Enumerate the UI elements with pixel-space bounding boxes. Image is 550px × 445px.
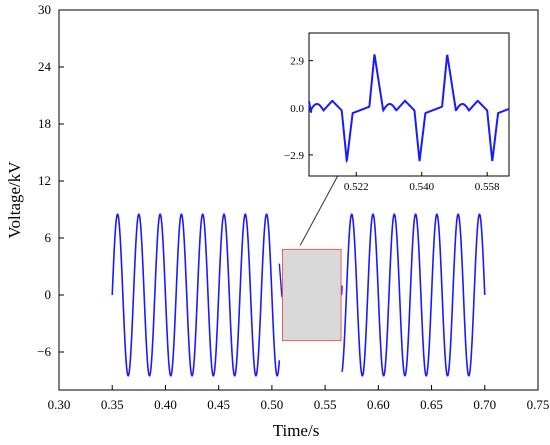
- inset-y-tick-label: 2.9: [290, 56, 304, 68]
- inset-series: [308, 54, 510, 164]
- plot-frame: [58, 9, 539, 391]
- sinusoid-segment: [111, 213, 281, 377]
- x-tick-label: 0.55: [314, 397, 337, 412]
- inset-zoom: 0.522 0.540 0.558 −2.9 0.0 2.9: [284, 32, 510, 193]
- x-tick-label: 0.60: [367, 397, 390, 412]
- y-tick-label: 18: [38, 116, 51, 131]
- x-tick-label: 0.30: [48, 397, 71, 412]
- x-tick-label: 0.45: [207, 397, 230, 412]
- sinusoid-segment: [341, 213, 486, 377]
- y-axis: −6 0 6 12 18 24 30: [37, 2, 64, 359]
- x-tick-label: 0.50: [261, 397, 284, 412]
- inset-x-tick-label: 0.522: [344, 181, 369, 193]
- y-tick-label: 6: [45, 230, 52, 245]
- y-tick-label: 0: [45, 287, 52, 302]
- inset-y-tick-label: −2.9: [284, 150, 304, 162]
- y-tick-label: 12: [38, 173, 51, 188]
- inset-y-tick-label: 0.0: [290, 103, 304, 115]
- x-tick-label: 0.35: [101, 397, 124, 412]
- inset-x-tick-label: 0.540: [409, 181, 434, 193]
- x-tick-label: 0.70: [473, 397, 496, 412]
- y-tick-label: −6: [37, 344, 51, 359]
- x-tick-label: 0.75: [527, 397, 550, 412]
- x-axis-title: Time/s: [273, 421, 320, 440]
- inset-x-tick-label: 0.558: [475, 181, 500, 193]
- x-axis: 0.30 0.35 0.40 0.45 0.50 0.55 0.60 0.65 0.70 0.75: [48, 385, 550, 412]
- x-tick-label: 0.65: [420, 397, 443, 412]
- x-tick-label: 0.40: [154, 397, 177, 412]
- y-tick-label: 24: [38, 59, 52, 74]
- highlight-box: [282, 248, 342, 342]
- y-axis-title: Voltage/kV: [5, 161, 24, 239]
- y-tick-label: 30: [38, 2, 51, 17]
- highlight-region: [282, 154, 350, 342]
